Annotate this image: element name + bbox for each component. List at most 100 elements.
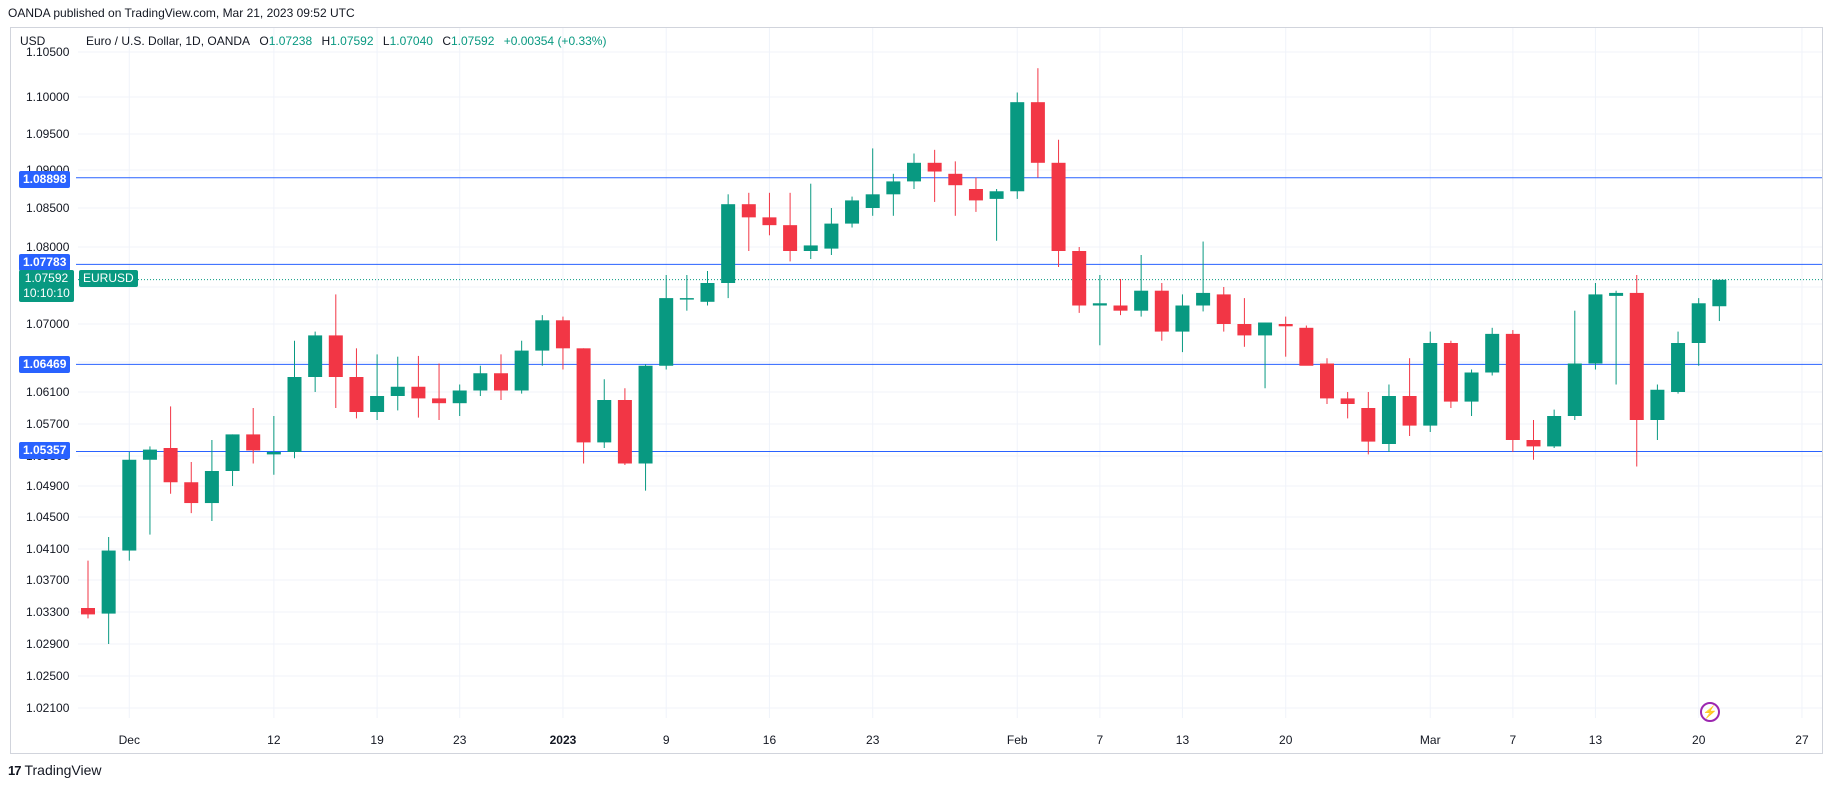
candle-body: [225, 434, 240, 471]
legend-low-label: L: [382, 34, 390, 48]
candle-body: [266, 452, 281, 455]
lightning-icon[interactable]: ⚡: [1700, 702, 1720, 722]
candle-body: [535, 320, 550, 351]
current-price: 1.07592: [24, 271, 69, 285]
candle-body: [576, 348, 591, 443]
candle-body: [721, 204, 736, 283]
candle-body: [1278, 324, 1293, 327]
level-tag-1[interactable]: 1.08898: [19, 171, 71, 188]
candle-body: [1712, 279, 1727, 307]
y-tick-label: 1.02900: [26, 637, 70, 651]
chart-frame[interactable]: [10, 27, 1823, 754]
candle-body: [555, 320, 570, 349]
candle-body: [1010, 102, 1025, 192]
candle-body: [1175, 305, 1190, 332]
candle-body: [411, 386, 426, 399]
candle-body: [659, 298, 674, 366]
candle-body: [1340, 398, 1355, 404]
candle-body: [989, 191, 1004, 199]
x-tick-label: 19: [370, 733, 384, 747]
candle-body: [1691, 303, 1706, 343]
y-tick-label: 1.08000: [26, 240, 70, 254]
candle-body: [1650, 389, 1665, 420]
candle-body: [597, 400, 612, 443]
level-tag-4[interactable]: 1.05357: [19, 442, 71, 459]
candle-body: [328, 335, 343, 377]
candle-body: [1092, 303, 1107, 306]
candle-body: [1485, 333, 1500, 373]
brand-name: TradingView: [24, 762, 102, 778]
candle-body: [1567, 363, 1582, 416]
candle-body: [287, 377, 302, 452]
x-tick-label: 20: [1692, 733, 1706, 747]
x-tick-label: Feb: [1007, 733, 1028, 747]
y-tick-label: 1.04900: [26, 479, 70, 493]
candle-body: [1216, 294, 1231, 324]
y-tick-label: 1.10500: [26, 45, 70, 59]
legend-open: 1.07238: [268, 34, 313, 48]
legend-high: 1.07592: [330, 34, 374, 48]
candle-body: [1237, 324, 1252, 336]
chart-legend: Euro / U.S. Dollar, 1D, OANDA O1.07238 H…: [86, 34, 612, 48]
candle-body: [1464, 372, 1479, 402]
candle-body: [700, 283, 715, 302]
x-tick-label: 13: [1176, 733, 1190, 747]
x-tick-label: Mar: [1420, 733, 1441, 747]
candle-body: [1588, 294, 1603, 364]
y-tick-label: 1.02100: [26, 701, 70, 715]
y-tick-label: 1.10000: [26, 90, 70, 104]
level-tag-2[interactable]: 1.07783: [19, 254, 71, 271]
candle-body: [432, 398, 447, 404]
legend-change: +0.00354 (+0.33%): [503, 34, 607, 48]
candle-body: [1299, 327, 1314, 366]
tradingview-brand[interactable]: 17 TradingView: [8, 762, 102, 778]
candle-body: [617, 400, 632, 464]
candle-body: [473, 373, 488, 391]
legend-close-label: C: [442, 34, 451, 48]
candle-body: [824, 223, 839, 249]
candle-body: [638, 365, 653, 464]
candle-body: [783, 225, 798, 251]
symbol-tag: EURUSD: [79, 270, 138, 287]
candle-body: [349, 377, 364, 412]
candle-body: [1320, 363, 1334, 399]
candle-body: [1443, 343, 1458, 402]
candle-body: [184, 482, 199, 504]
y-tick-label: 1.02500: [26, 669, 70, 683]
candle-body: [679, 298, 694, 300]
candle-body: [1030, 102, 1045, 163]
candle-body: [948, 173, 963, 186]
y-tick-label: 1.05700: [26, 417, 70, 431]
candle-body: [246, 434, 261, 451]
candle-body: [1113, 305, 1128, 311]
candle-body: [142, 449, 157, 460]
candle-body: [494, 373, 508, 391]
candle-body: [1629, 292, 1644, 420]
x-tick-label: 20: [1279, 733, 1293, 747]
level-tag-3[interactable]: 1.06469: [19, 356, 71, 373]
currency-label: USD: [20, 34, 46, 48]
candle-body: [122, 459, 137, 551]
y-tick-label: 1.09500: [26, 127, 70, 141]
legend-low: 1.07040: [389, 34, 433, 48]
candle-body: [1423, 343, 1438, 426]
candle-body: [308, 335, 323, 377]
candle-body: [1196, 292, 1211, 306]
candle-body: [452, 390, 467, 404]
x-tick-label: 23: [866, 733, 880, 747]
candle-body: [741, 204, 756, 218]
y-tick-label: 1.04100: [26, 542, 70, 556]
tradingview-logo-icon: 17: [8, 762, 22, 778]
x-tick-label: 7: [1510, 733, 1517, 747]
candle-body: [514, 350, 529, 391]
candle-body: [390, 386, 405, 396]
candle-body: [1526, 440, 1541, 447]
candle-body: [1258, 322, 1273, 336]
candle-body: [1671, 343, 1686, 392]
x-tick-label: 9: [663, 733, 670, 747]
legend-symbol[interactable]: Euro / U.S. Dollar, 1D, OANDA: [86, 34, 251, 48]
legend-high-label: H: [321, 34, 331, 48]
candle-body: [1361, 408, 1376, 442]
candle-body: [1072, 251, 1087, 306]
